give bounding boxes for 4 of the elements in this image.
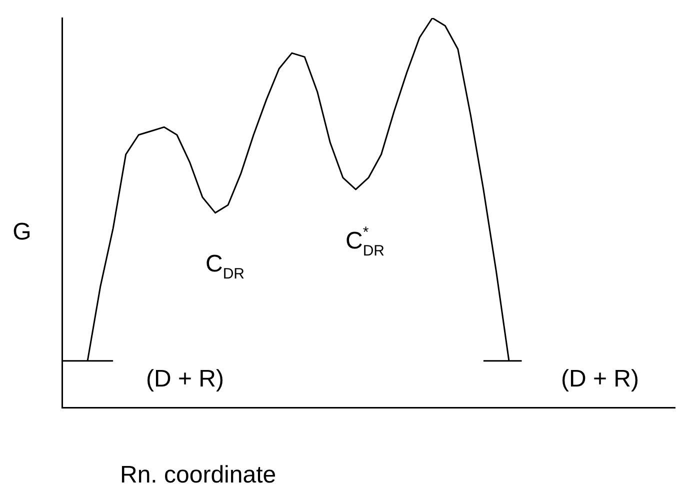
annotation: (D + R) (146, 366, 224, 393)
annotation: (D + R) (561, 366, 639, 393)
x-axis-title: Rn. coordinate (120, 462, 276, 489)
y-axis-title: G (12, 218, 32, 246)
